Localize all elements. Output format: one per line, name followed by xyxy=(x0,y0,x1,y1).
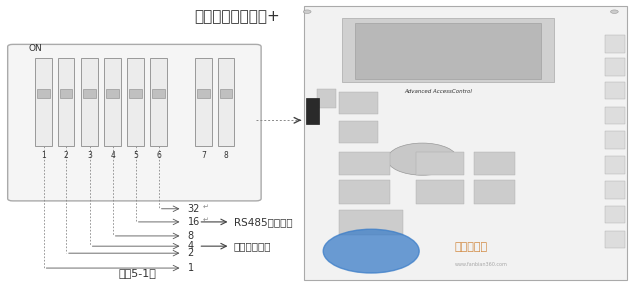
Bar xyxy=(317,89,336,108)
Text: www.fanbian360.com: www.fanbian360.com xyxy=(454,262,508,267)
Bar xyxy=(339,152,390,175)
Bar xyxy=(150,58,167,146)
Bar xyxy=(152,89,165,98)
Text: 32: 32 xyxy=(188,204,200,214)
Text: 捕里智能网: 捕里智能网 xyxy=(454,242,488,252)
Bar xyxy=(306,98,319,124)
Text: 1: 1 xyxy=(41,151,46,160)
Bar xyxy=(605,35,625,53)
Bar xyxy=(127,58,144,146)
Bar xyxy=(605,206,625,223)
Text: 8: 8 xyxy=(188,231,194,241)
Circle shape xyxy=(387,143,458,175)
Text: 2: 2 xyxy=(63,151,68,160)
Bar xyxy=(605,181,625,199)
Text: 6: 6 xyxy=(156,151,161,160)
Bar xyxy=(304,6,627,280)
Bar xyxy=(605,58,625,76)
Bar xyxy=(60,89,72,98)
Bar xyxy=(605,82,625,99)
Text: 7: 7 xyxy=(201,151,206,160)
Bar xyxy=(58,58,74,146)
Bar xyxy=(129,89,142,98)
Circle shape xyxy=(323,229,419,273)
Text: 5: 5 xyxy=(133,151,138,160)
Bar xyxy=(605,131,625,149)
Bar xyxy=(37,89,50,98)
Text: 4: 4 xyxy=(110,151,115,160)
Bar xyxy=(339,121,378,143)
Bar xyxy=(355,23,541,79)
Bar xyxy=(218,58,234,146)
Bar xyxy=(195,58,212,146)
Text: 4: 4 xyxy=(188,241,194,251)
Text: 图（5-1）: 图（5-1） xyxy=(118,268,157,278)
Bar xyxy=(35,58,52,146)
Bar xyxy=(339,92,378,114)
Bar xyxy=(339,210,403,235)
Bar xyxy=(416,152,464,175)
Bar xyxy=(339,180,390,204)
FancyBboxPatch shape xyxy=(8,44,261,201)
Bar xyxy=(605,107,625,124)
Text: 恢复出厂设置: 恢复出厂设置 xyxy=(234,241,271,251)
Text: 2: 2 xyxy=(188,248,194,258)
Text: 8: 8 xyxy=(223,151,228,160)
Text: ↵: ↵ xyxy=(203,204,209,209)
Bar xyxy=(474,152,515,175)
Bar xyxy=(605,156,625,174)
Bar xyxy=(416,180,464,204)
Bar xyxy=(83,89,96,98)
Bar xyxy=(342,18,554,82)
Bar xyxy=(197,89,210,98)
Text: 拨码开关位定义图+: 拨码开关位定义图+ xyxy=(194,9,280,24)
Bar xyxy=(220,89,232,98)
Text: Advanced AccessControl: Advanced AccessControl xyxy=(404,89,472,94)
Circle shape xyxy=(303,10,311,13)
Text: 16: 16 xyxy=(188,217,200,227)
Bar xyxy=(474,180,515,204)
Bar xyxy=(605,231,625,248)
Bar xyxy=(106,89,119,98)
Text: ON: ON xyxy=(29,44,42,53)
Bar xyxy=(104,58,121,146)
Text: 3: 3 xyxy=(87,151,92,160)
Text: RS485终端电阻: RS485终端电阻 xyxy=(234,217,292,227)
Text: ↵: ↵ xyxy=(203,217,209,223)
Circle shape xyxy=(611,10,618,13)
Bar xyxy=(81,58,98,146)
Text: 1: 1 xyxy=(188,263,194,273)
